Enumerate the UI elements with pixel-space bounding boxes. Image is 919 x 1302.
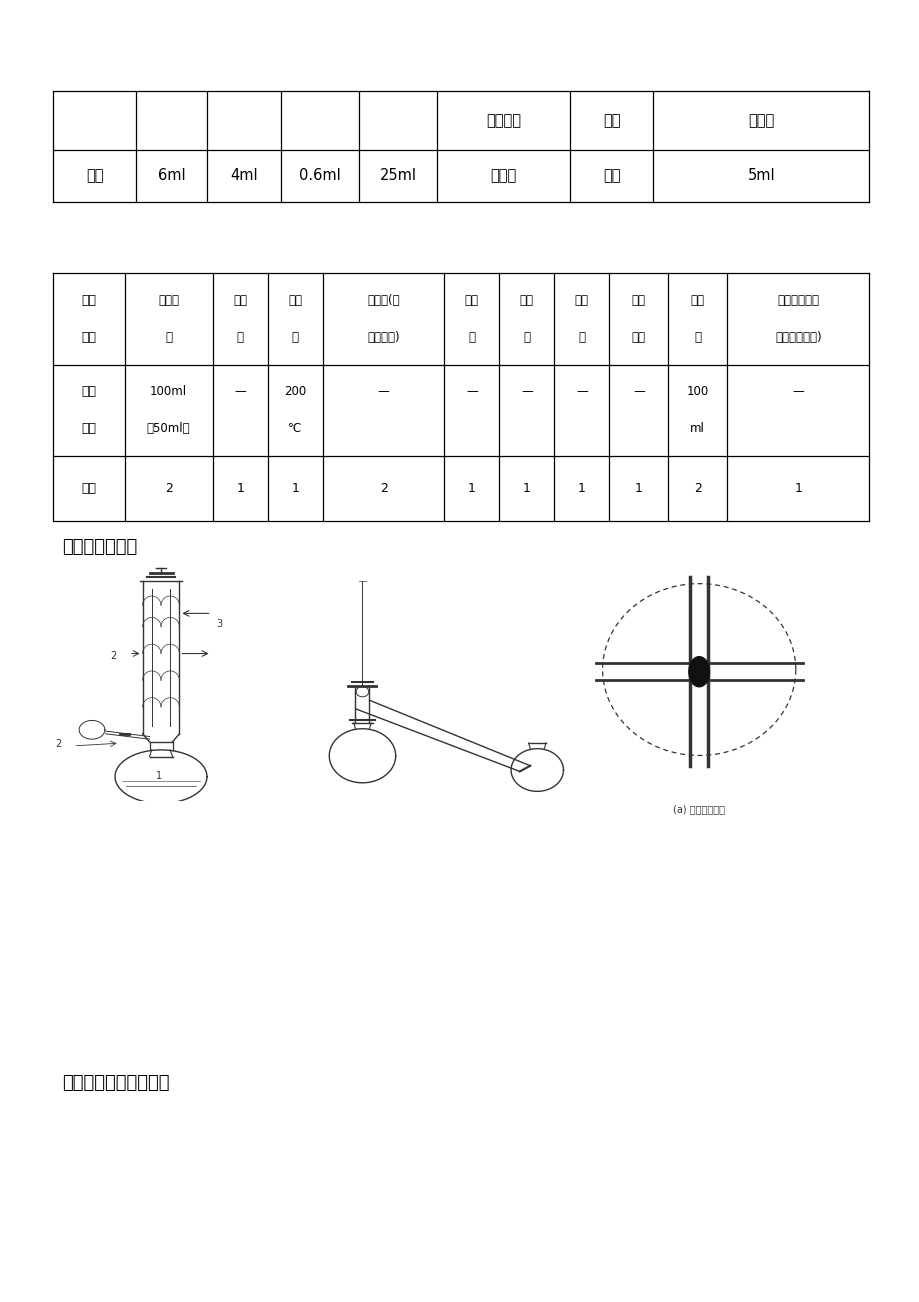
Text: 漏斗: 漏斗 bbox=[631, 331, 645, 344]
Text: 加热装置（电: 加热装置（电 bbox=[777, 294, 818, 307]
Text: 100ml: 100ml bbox=[150, 385, 187, 398]
Text: 3: 3 bbox=[216, 618, 222, 629]
Text: 1: 1 bbox=[236, 482, 244, 495]
Text: 用量: 用量 bbox=[85, 168, 104, 184]
Text: 圆底烧: 圆底烧 bbox=[158, 294, 179, 307]
Text: —: — bbox=[378, 385, 389, 398]
Text: 适量: 适量 bbox=[602, 168, 620, 184]
Text: 1: 1 bbox=[577, 482, 585, 495]
Text: 分液: 分液 bbox=[631, 294, 645, 307]
Text: 玻璃: 玻璃 bbox=[574, 294, 588, 307]
Text: 棒: 棒 bbox=[578, 331, 584, 344]
Text: 瓶: 瓶 bbox=[165, 331, 172, 344]
Text: 规格: 规格 bbox=[82, 422, 96, 435]
Text: °C: °C bbox=[288, 422, 302, 435]
Text: 数量: 数量 bbox=[82, 482, 96, 495]
Text: (a) 温度计的位置: (a) 温度计的位置 bbox=[673, 805, 724, 814]
Text: 仪器: 仪器 bbox=[82, 294, 96, 307]
Text: 炉、铁架台等): 炉、铁架台等) bbox=[774, 331, 821, 344]
Text: 2: 2 bbox=[693, 482, 701, 495]
Text: —: — bbox=[234, 385, 246, 398]
Text: 计: 计 bbox=[291, 331, 299, 344]
Text: 2: 2 bbox=[165, 482, 173, 495]
Text: 100: 100 bbox=[686, 385, 708, 398]
Text: 器: 器 bbox=[236, 331, 244, 344]
Text: —: — bbox=[465, 385, 477, 398]
Text: 形，直形): 形，直形) bbox=[367, 331, 400, 344]
Text: —: — bbox=[632, 385, 644, 398]
Text: 1: 1 bbox=[634, 482, 642, 495]
Text: 冷凝管(球: 冷凝管(球 bbox=[367, 294, 400, 307]
Text: 仪器: 仪器 bbox=[82, 385, 96, 398]
Text: 6ml: 6ml bbox=[157, 168, 186, 184]
Text: 六、实验步骤及现象：: 六、实验步骤及现象： bbox=[62, 1074, 170, 1092]
Text: 瓶: 瓶 bbox=[694, 331, 700, 344]
Text: 1: 1 bbox=[156, 771, 163, 781]
Text: 0.6ml: 0.6ml bbox=[299, 168, 340, 184]
Text: 2: 2 bbox=[380, 482, 387, 495]
Text: 1: 1 bbox=[522, 482, 530, 495]
Text: 2: 2 bbox=[55, 740, 62, 749]
Ellipse shape bbox=[688, 656, 709, 686]
Text: （50ml）: （50ml） bbox=[147, 422, 190, 435]
Text: 至中性: 至中性 bbox=[490, 168, 516, 184]
Text: 锥形: 锥形 bbox=[690, 294, 704, 307]
Text: 管: 管 bbox=[468, 331, 475, 344]
Text: 蔓馏: 蔓馏 bbox=[519, 294, 533, 307]
Text: 分水: 分水 bbox=[233, 294, 247, 307]
Text: 1: 1 bbox=[793, 482, 801, 495]
Text: 接收: 接收 bbox=[464, 294, 478, 307]
Text: —: — bbox=[575, 385, 587, 398]
Text: —: — bbox=[520, 385, 532, 398]
Text: 25ml: 25ml bbox=[379, 168, 416, 184]
Text: 头: 头 bbox=[523, 331, 529, 344]
Text: 名称: 名称 bbox=[82, 331, 96, 344]
Text: 水溶液: 水溶液 bbox=[747, 113, 774, 128]
Text: 鑰水溶液: 鑰水溶液 bbox=[485, 113, 521, 128]
Text: 温度: 温度 bbox=[288, 294, 302, 307]
Text: 1: 1 bbox=[468, 482, 475, 495]
Text: 2: 2 bbox=[110, 651, 117, 661]
Text: —: — bbox=[791, 385, 803, 398]
Text: ml: ml bbox=[689, 422, 704, 435]
Text: 5ml: 5ml bbox=[746, 168, 775, 184]
Text: 1: 1 bbox=[291, 482, 299, 495]
Text: 200: 200 bbox=[284, 385, 306, 398]
Text: 酸镁: 酸镁 bbox=[602, 113, 620, 128]
Text: 五、仪器装置：: 五、仪器装置： bbox=[62, 538, 138, 556]
Text: 4ml: 4ml bbox=[230, 168, 257, 184]
